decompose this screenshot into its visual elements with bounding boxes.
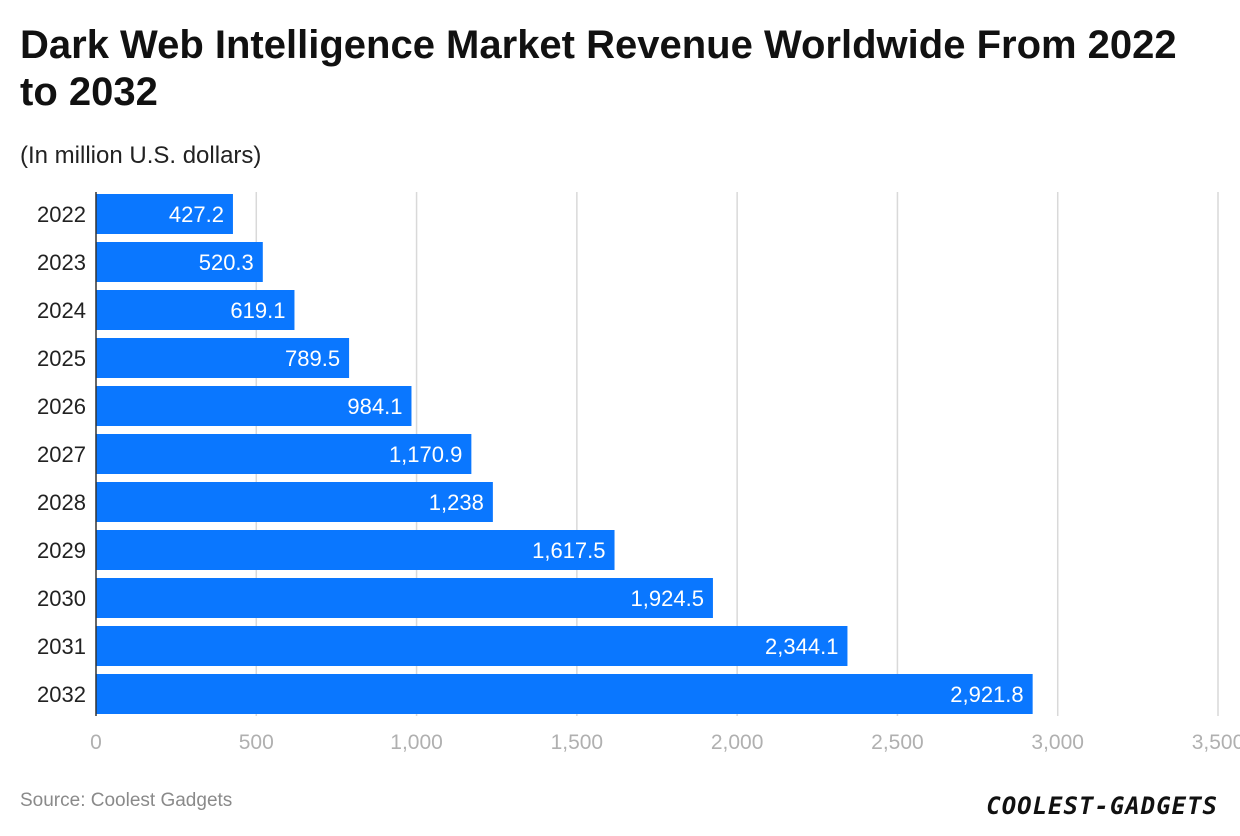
category-label: 2023 [37, 250, 86, 275]
category-labels: 2022 2023 2024 2025 2026 2027 2028 2029 2030 2031… [37, 202, 86, 707]
category-label: 2022 [37, 202, 86, 227]
category-label: 2032 [37, 682, 86, 707]
bar [96, 482, 493, 522]
bar-value-label: 1,617.5 [532, 538, 605, 563]
bar [96, 242, 263, 282]
bar-value-label: 520.3 [199, 250, 254, 275]
category-label: 2029 [37, 538, 86, 563]
bar [96, 194, 233, 234]
bar [96, 578, 713, 618]
bar-value-label: 427.2 [169, 202, 224, 227]
bar-value-label: 1,924.5 [631, 586, 704, 611]
bar-value-label: 1,170.9 [389, 442, 462, 467]
x-tick-label: 2,000 [711, 731, 764, 754]
bar-value-label: 619.1 [230, 298, 285, 323]
x-tick-label: 0 [90, 731, 102, 754]
category-label: 2031 [37, 634, 86, 659]
bar [96, 674, 1033, 714]
bar [96, 386, 412, 426]
bar [96, 290, 295, 330]
category-label: 2025 [37, 346, 86, 371]
bar-value-label: 2,921.8 [950, 682, 1023, 707]
category-label: 2024 [37, 298, 86, 323]
x-tick-labels: 0 500 1,000 1,500 2,000 2,500 3,000 3,500 [90, 731, 1240, 754]
bar-value-label: 789.5 [285, 346, 340, 371]
bars [96, 194, 1033, 714]
x-tick-label: 1,000 [390, 731, 443, 754]
category-label: 2028 [37, 490, 86, 515]
x-tick-label: 3,000 [1031, 731, 1084, 754]
bar-value-label: 984.1 [347, 394, 402, 419]
x-tick-label: 1,500 [551, 731, 604, 754]
source-note: Source: Coolest Gadgets [20, 790, 233, 811]
bar [96, 626, 848, 666]
bar-value-label: 1,238 [429, 490, 484, 515]
bar-value-label: 2,344.1 [765, 634, 838, 659]
x-tick-label: 2,500 [871, 731, 924, 754]
chart-title: Dark Web Intelligence Market Revenue Wor… [20, 23, 1177, 114]
bar [96, 434, 472, 474]
bar [96, 338, 350, 378]
chart-subtitle: (In million U.S. dollars) [20, 142, 262, 169]
x-tick-label: 3,500 [1192, 731, 1240, 754]
bar [96, 530, 615, 570]
category-label: 2026 [37, 394, 86, 419]
category-label: 2030 [37, 586, 86, 611]
category-label: 2027 [37, 442, 86, 467]
brand-logo: COOLEST-GADGETS [986, 792, 1218, 820]
x-tick-label: 500 [239, 731, 274, 754]
